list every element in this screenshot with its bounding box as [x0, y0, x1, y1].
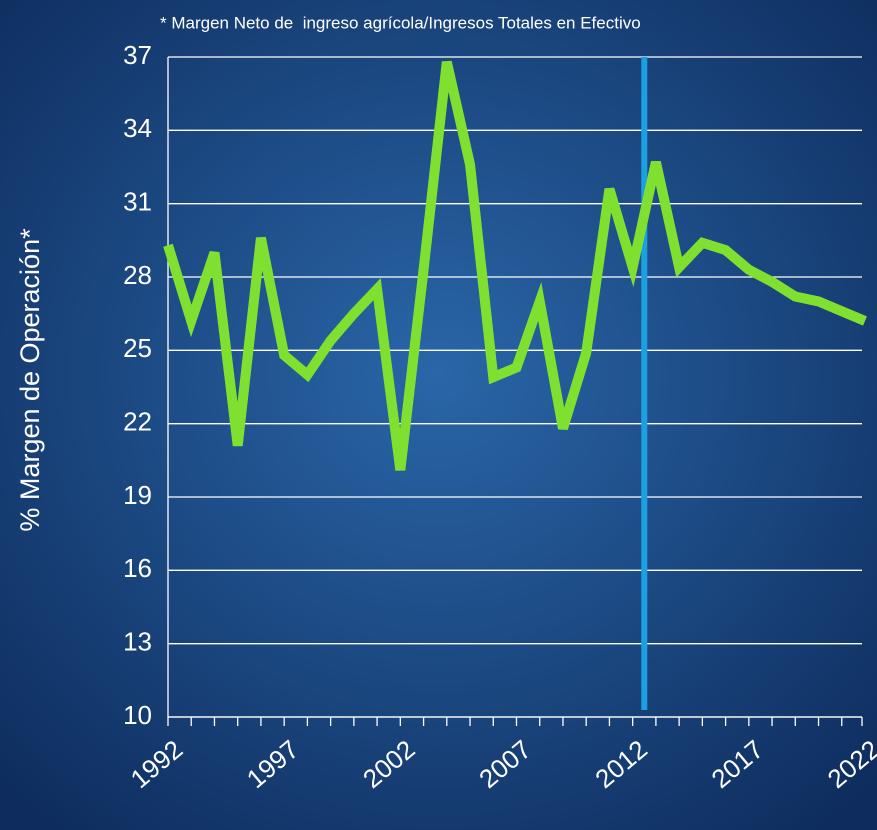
- y-tick-label: 31: [123, 187, 152, 217]
- chart-title: * Margen Neto de ingreso agrícola/Ingres…: [160, 13, 641, 32]
- y-tick-label: 19: [123, 480, 152, 510]
- y-tick-label: 16: [123, 553, 152, 583]
- data-line: [163, 60, 867, 471]
- y-tick-label: 25: [123, 333, 152, 363]
- y-tick-label: 34: [123, 113, 152, 143]
- y-tick-label: 10: [123, 700, 152, 730]
- y-tick-label: 13: [123, 627, 152, 657]
- y-tick-label: 28: [123, 260, 152, 290]
- y-tick-label: 37: [123, 40, 152, 70]
- y-axis-label: % Margen de Operación*: [15, 228, 45, 532]
- y-tick-label: 22: [123, 407, 152, 437]
